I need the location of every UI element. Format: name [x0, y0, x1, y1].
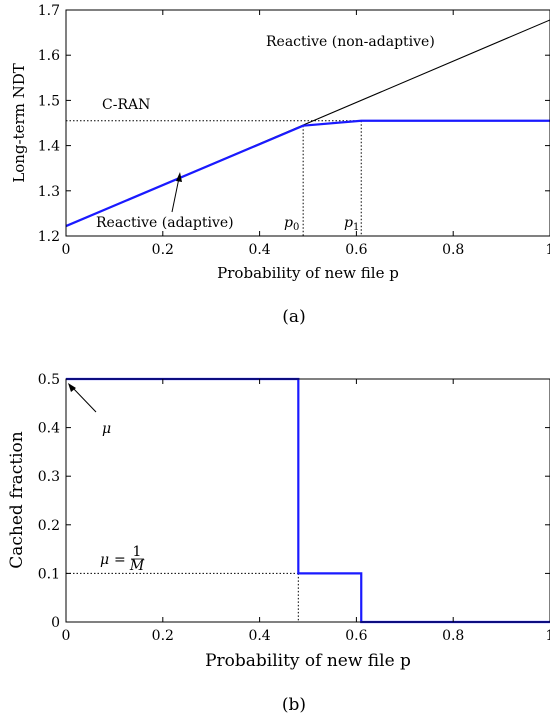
- chart-a-y-axis-label: Long-term NDT: [10, 63, 28, 183]
- x-tick-label: 0.8: [442, 242, 464, 258]
- y-tick-label: 1.7: [38, 3, 60, 19]
- x-tick-label: 0.4: [248, 628, 270, 644]
- chart-b: 0 0.2 0.4 0.6 0.8 1 0 0.1 0.2 0.3 0.4 0.5 Cached fr…: [7, 372, 550, 715]
- x-tick-label: 0.2: [152, 242, 174, 258]
- y-tick-label: 1.6: [38, 48, 60, 64]
- y-tick-label: 0.2: [38, 518, 60, 534]
- chart-a-x-axis-label: Probability of new file p: [217, 264, 399, 282]
- chart-a-label-non-adaptive: Reactive (non-adaptive): [266, 34, 435, 50]
- chart-a-label-adaptive: Reactive (adaptive): [96, 215, 234, 231]
- x-tick-label: 1: [546, 628, 550, 644]
- x-tick-label: 0.6: [345, 242, 367, 258]
- y-tick-label: 0.1: [38, 566, 60, 582]
- x-tick-label: 0: [62, 628, 71, 644]
- y-tick-label: 1.5: [38, 93, 60, 109]
- y-tick-label: 1.3: [38, 184, 60, 200]
- chart-b-label-mu: μ: [102, 421, 111, 437]
- x-tick-label: 1: [546, 242, 550, 258]
- chart-a-caption: (a): [282, 307, 305, 327]
- chart-a-frame: [65, 9, 550, 237]
- chart-a-label-p0: p0: [284, 215, 299, 233]
- chart-a-label-cran: C-RAN: [102, 97, 150, 113]
- svg-text:μ: μ: [100, 552, 109, 568]
- svg-text:M: M: [129, 558, 145, 574]
- chart-a-arrow: [171, 172, 182, 213]
- chart-a-ticks: 0 0.2 0.4 0.6 0.8 1 1.2 1.3 1.4 1.5 1.6 1.7: [38, 3, 550, 258]
- x-tick-label: 0: [62, 242, 71, 258]
- chart-b-caption: (b): [282, 695, 306, 715]
- x-tick-label: 0.6: [345, 628, 367, 644]
- svg-text:1: 1: [133, 544, 142, 560]
- chart-b-marks: [66, 377, 550, 624]
- chart-b-arrow: [68, 383, 97, 413]
- chart-b-label-mu-eq: μ = 1 M: [100, 544, 145, 574]
- chart-b-ticks: 0 0.2 0.4 0.6 0.8 1 0 0.1 0.2 0.3 0.4 0.5: [38, 372, 550, 644]
- x-tick-label: 0.8: [442, 628, 464, 644]
- chart-b-frame: [65, 378, 550, 623]
- y-tick-label: 0.5: [38, 372, 60, 388]
- chart-a: 0 0.2 0.4 0.6 0.8 1 1.2 1.3 1.4 1.5 1.6 1.7 Long-te…: [10, 3, 550, 327]
- y-tick-label: 0: [51, 615, 60, 631]
- y-tick-label: 0.3: [38, 469, 60, 485]
- chart-b-y-axis-label: Cached fraction: [7, 431, 27, 569]
- x-tick-label: 0.2: [152, 628, 174, 644]
- y-tick-label: 1.2: [38, 229, 60, 245]
- y-tick-label: 1.4: [38, 139, 60, 155]
- chart-a-marks: [65, 19, 550, 236]
- svg-text:=: =: [114, 552, 126, 568]
- chart-b-x-axis-label: Probability of new file p: [205, 651, 411, 671]
- chart-a-label-p1: p1: [344, 215, 359, 233]
- series-line-cached-fraction: [66, 377, 550, 624]
- y-tick-label: 0.4: [38, 421, 60, 437]
- x-tick-label: 0.4: [248, 242, 270, 258]
- series-line-adaptive: [65, 119, 550, 228]
